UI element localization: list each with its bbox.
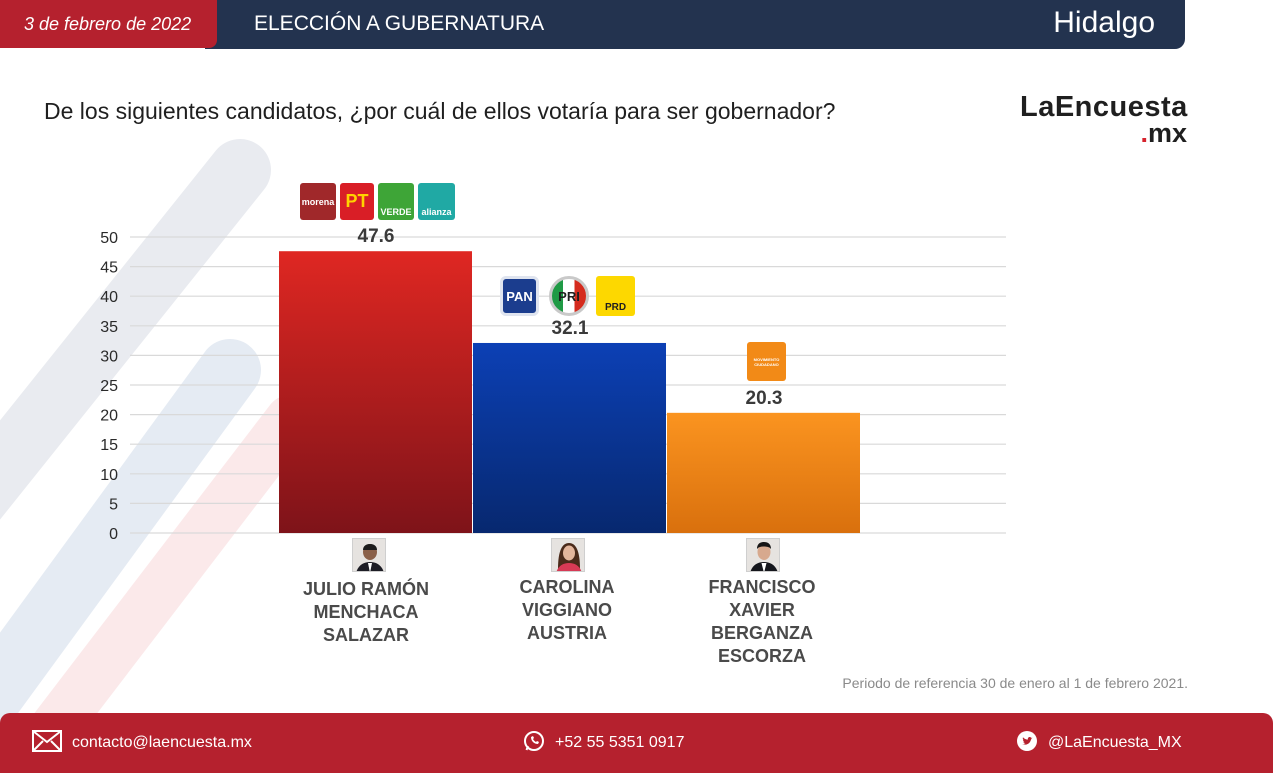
candidate-name-line: JULIO RAMÓN bbox=[303, 579, 429, 599]
pan-logo: PAN bbox=[500, 276, 539, 316]
candidate-name-carolina: CAROLINA VIGGIANO AUSTRIA bbox=[467, 576, 667, 645]
footer-email[interactable]: contacto@laencuesta.mx bbox=[32, 713, 252, 773]
phone-number[interactable]: +52 55 5351 0917 bbox=[555, 734, 685, 751]
logo-line2: mx bbox=[1147, 118, 1187, 148]
bar-1 bbox=[279, 251, 472, 533]
y-tick-label: 45 bbox=[100, 260, 118, 277]
footer-twitter[interactable]: @LaEncuesta_MX bbox=[1016, 713, 1182, 773]
candidate-name-line: FRANCISCO bbox=[708, 577, 816, 597]
y-tick-label: 30 bbox=[100, 348, 118, 365]
pt-logo: PT bbox=[340, 183, 374, 220]
movimiento-ciudadano-logo: MOVIMIENTO CIUDADANO bbox=[747, 342, 786, 381]
candidate-name-line: CAROLINA bbox=[519, 577, 615, 597]
candidate-photo-carolina bbox=[551, 538, 585, 572]
morena-logo: morena bbox=[300, 183, 336, 220]
y-tick-label: 20 bbox=[100, 408, 118, 425]
bar-value-label: 32.1 bbox=[552, 318, 589, 339]
logo-dot: . bbox=[1140, 118, 1148, 148]
candidate-name-julio: JULIO RAMÓN MENCHACA SALAZAR bbox=[266, 578, 466, 647]
candidate-photo-francisco bbox=[746, 538, 780, 572]
bar-3 bbox=[667, 412, 860, 533]
pri-logo: PRI bbox=[549, 276, 589, 316]
y-tick-label: 35 bbox=[100, 319, 118, 336]
twitter-icon bbox=[1016, 730, 1038, 757]
y-tick-label: 40 bbox=[100, 289, 118, 306]
footer-phone[interactable]: +52 55 5351 0917 bbox=[523, 713, 684, 773]
y-tick-label: 10 bbox=[100, 467, 118, 484]
prd-logo: PRD bbox=[596, 276, 635, 316]
candidate-name-line: VIGGIANO bbox=[521, 600, 612, 620]
candidate-name-francisco: FRANCISCO XAVIER BERGANZA ESCORZA bbox=[662, 576, 862, 668]
reference-period-note: Periodo de referencia 30 de enero al 1 d… bbox=[842, 675, 1188, 691]
header-title: ELECCIÓN A GUBERNATURA bbox=[254, 12, 545, 35]
candidate-name-line: BERGANZA bbox=[711, 623, 813, 643]
footer: contacto@laencuesta.mx +52 55 5351 0917 … bbox=[0, 713, 1273, 773]
y-tick-label: 0 bbox=[109, 526, 118, 543]
y-tick-label: 15 bbox=[100, 437, 118, 454]
email-link[interactable]: contacto@laencuesta.mx bbox=[72, 734, 252, 751]
nueva-alianza-logo: alianza bbox=[418, 183, 455, 220]
candidate-name-line: MENCHACA bbox=[313, 602, 419, 622]
logo-line1: LaEncuesta bbox=[1020, 91, 1188, 123]
candidate-name-line: ESCORZA bbox=[717, 646, 806, 666]
bar-value-label: 47.6 bbox=[358, 226, 395, 247]
twitter-handle[interactable]: @LaEncuesta_MX bbox=[1048, 734, 1182, 751]
header-state: Hidalgo bbox=[1053, 6, 1155, 39]
y-tick-label: 25 bbox=[100, 378, 118, 395]
candidate-name-line: XAVIER bbox=[729, 600, 795, 620]
header-bar bbox=[205, 0, 1185, 49]
candidate-name-line: AUSTRIA bbox=[527, 623, 607, 643]
mail-icon bbox=[32, 729, 62, 757]
candidate-name-line: SALAZAR bbox=[323, 625, 409, 645]
candidate-photo-julio bbox=[352, 538, 386, 572]
header-date: 3 de febrero de 2022 bbox=[0, 0, 217, 48]
bar-2 bbox=[473, 342, 666, 533]
laencuesta-logo: LaEncuesta .mx bbox=[1020, 91, 1188, 148]
verde-logo: VERDE bbox=[378, 183, 414, 220]
y-tick-label: 50 bbox=[100, 230, 118, 247]
bar-value-label: 20.3 bbox=[746, 388, 783, 409]
y-tick-label: 5 bbox=[109, 496, 118, 513]
whatsapp-icon bbox=[523, 730, 545, 757]
survey-question: De los siguientes candidatos, ¿por cuál … bbox=[44, 98, 836, 124]
